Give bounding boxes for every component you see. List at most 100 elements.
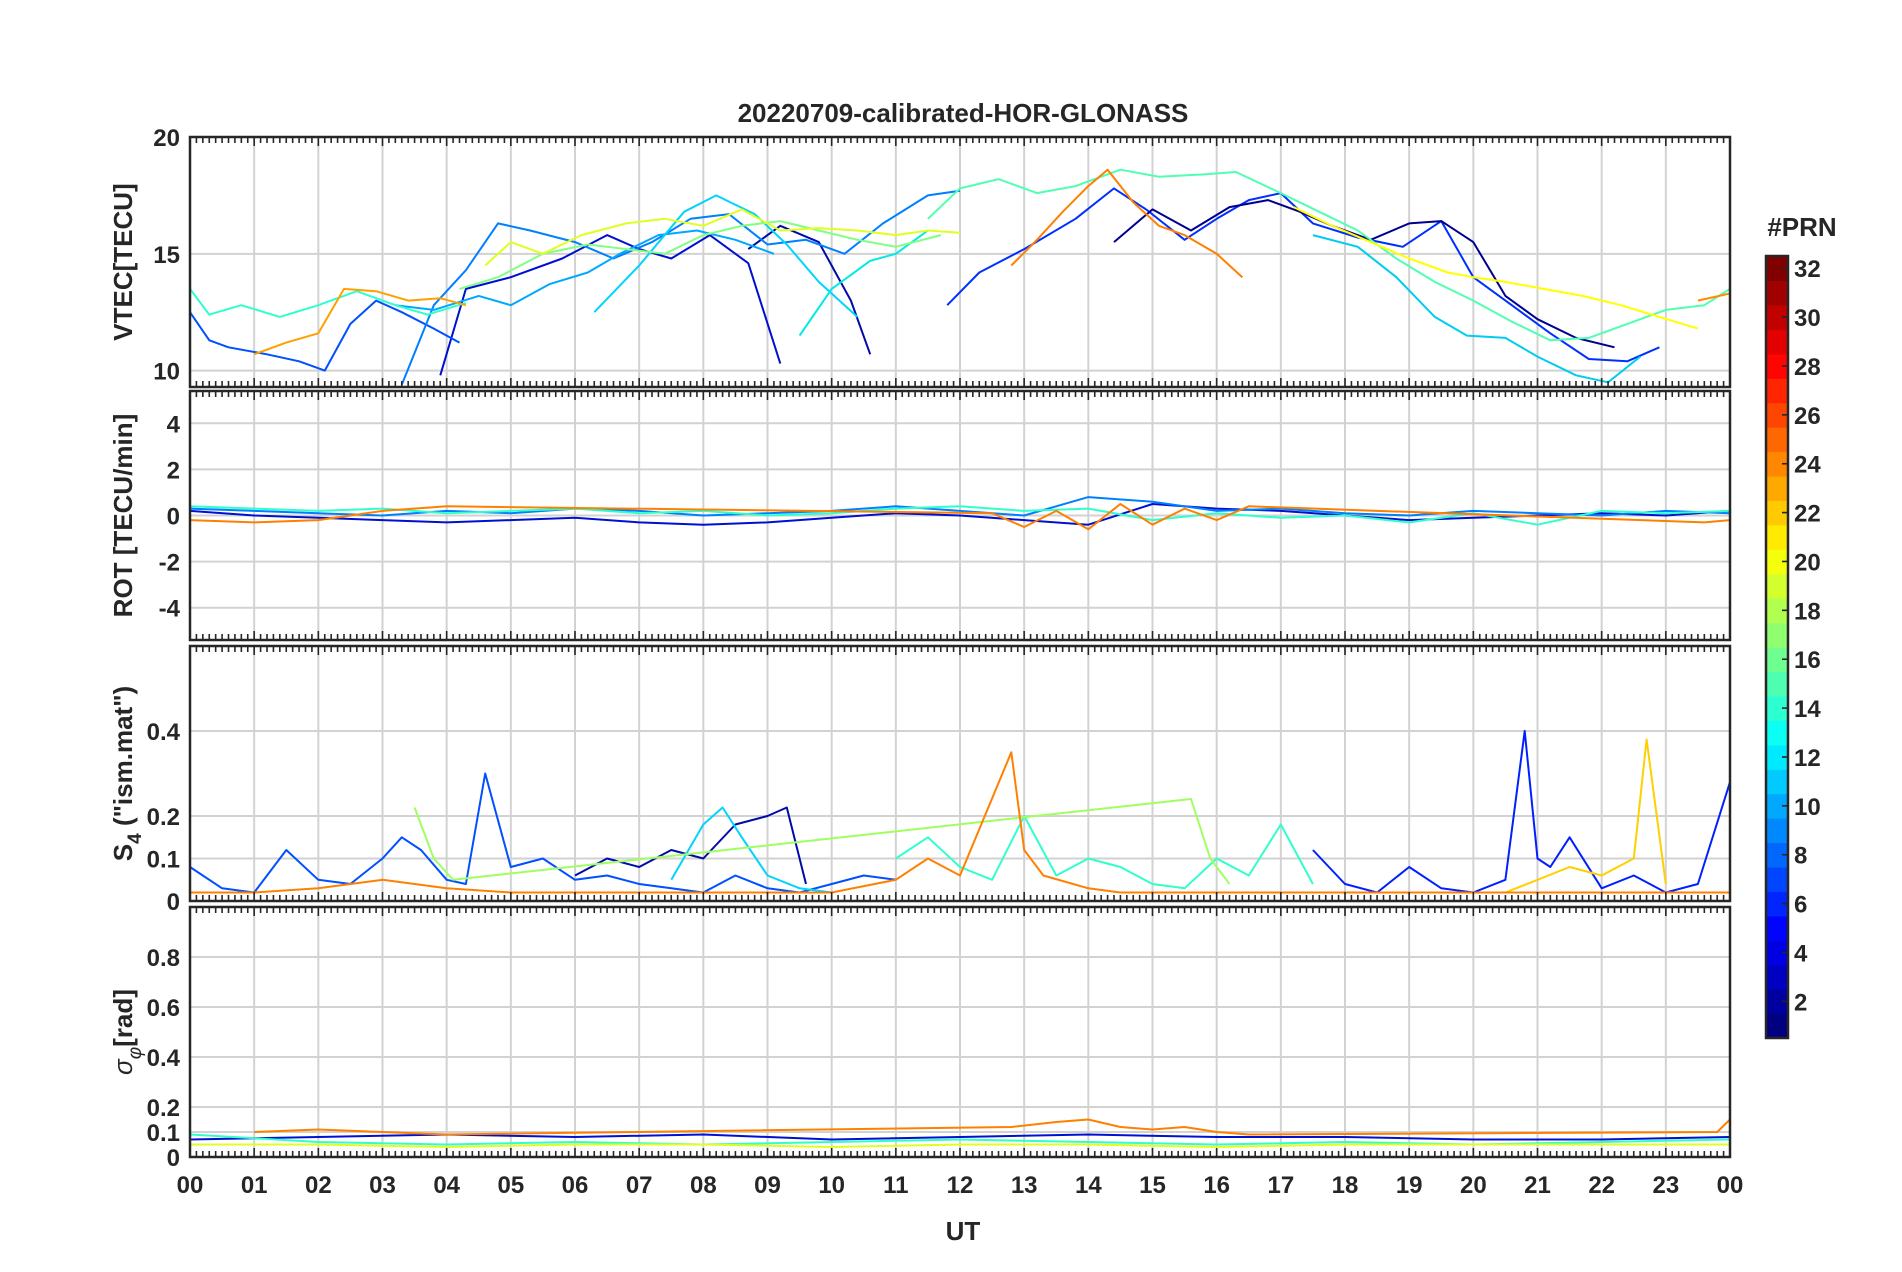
series-prn-22 <box>253 287 467 356</box>
panel-s4: 0 0.1 0.2 0.4S4 ("ism.mat") <box>108 644 1732 916</box>
x-tick-label: 02 <box>305 1172 332 1199</box>
series-prn-12 <box>1312 234 1641 384</box>
colorbar-segment <box>1766 280 1788 306</box>
y-tick-label: 0.2 <box>147 804 180 831</box>
colorbar-segment <box>1766 549 1788 575</box>
series-prn-8 <box>190 496 1730 517</box>
colorbar-tick-label: 2 <box>1794 989 1807 1016</box>
series-prn-10 <box>395 229 775 311</box>
series-prn-23 <box>1697 292 1730 302</box>
series-prn-6 <box>190 772 896 894</box>
series-prn-14 <box>895 815 1314 890</box>
panel-sigma_phi: 00.10.2 0.4 0.6 0.8σφ[rad] <box>108 905 1732 1172</box>
series-prn-17 <box>413 798 1231 885</box>
colorbar-tick-label: 8 <box>1794 843 1807 870</box>
series-group-sigma_phi <box>190 1118 1730 1148</box>
grid-vtec <box>189 136 1731 387</box>
series-prn-21 <box>1505 738 1667 894</box>
y-tick-label: 0 <box>167 1145 180 1172</box>
y-tick-label: -4 <box>159 596 181 623</box>
ticks-vtec <box>189 137 1731 387</box>
colorbar-segment <box>1766 671 1788 697</box>
series-prn-23 <box>190 503 1730 531</box>
x-tick-label: 04 <box>433 1172 460 1199</box>
series-prn-23 <box>1010 168 1243 278</box>
x-tick-label: 20 <box>1460 1172 1487 1199</box>
colorbar-tick-label: 28 <box>1794 354 1821 381</box>
colorbar-segment <box>1766 500 1788 526</box>
colorbar-segment <box>1766 622 1788 648</box>
colorbar-segment <box>1766 329 1788 355</box>
x-tick-label: 15 <box>1139 1172 1166 1199</box>
x-tick-label: 07 <box>626 1172 653 1199</box>
y-axis-label-s4: S4 ("ism.mat") <box>108 686 146 861</box>
series-group-vtec <box>190 168 1730 386</box>
colorbar-tick-label: 10 <box>1794 794 1821 821</box>
grid-rot <box>189 391 1731 640</box>
series-prn-8 <box>400 189 961 386</box>
colorbar-tick-label: 4 <box>1794 940 1808 967</box>
colorbar-segment <box>1766 1013 1788 1039</box>
x-tick-label: 09 <box>754 1172 781 1199</box>
panel-vtec: 10 15 20 VTEC[TECU] <box>108 125 1732 389</box>
y-tick-label: 0.4 <box>147 719 181 746</box>
colorbar-tick-label: 12 <box>1794 745 1821 772</box>
series-prn-13 <box>798 229 929 337</box>
x-tick-label: 08 <box>690 1172 717 1199</box>
colorbar-segment <box>1766 818 1788 844</box>
colorbar-segment <box>1766 647 1788 673</box>
series-prn-2 <box>747 224 872 355</box>
grid-s4 <box>189 646 1731 902</box>
series-prn-5 <box>946 187 1660 363</box>
series-prn-23 <box>190 751 1730 894</box>
y-axis-label-vtec: VTEC[TECU] <box>108 183 138 340</box>
colorbar-tick-label: 16 <box>1794 647 1821 674</box>
x-tick-label: 21 <box>1524 1172 1551 1199</box>
colorbar-segment <box>1766 451 1788 477</box>
colorbar-segment <box>1766 524 1788 550</box>
colorbar-segment <box>1766 891 1788 917</box>
colorbar-tick-label: 18 <box>1794 598 1821 625</box>
colorbar-segment <box>1766 256 1788 282</box>
series-prn-12 <box>593 194 858 318</box>
series-prn-19 <box>190 1143 1730 1148</box>
x-tick-label: 12 <box>947 1172 974 1199</box>
colorbar-segment <box>1766 402 1788 428</box>
colorbar-segment <box>1766 793 1788 819</box>
ticks-rot <box>189 391 1731 640</box>
x-tick-label: 17 <box>1267 1172 1294 1199</box>
x-tick-label: 14 <box>1075 1172 1102 1199</box>
y-tick-label: 0 <box>167 504 180 531</box>
colorbar-tick-label: 32 <box>1794 256 1821 283</box>
x-tick-label: 01 <box>241 1172 268 1199</box>
series-prn-15 <box>927 168 1730 342</box>
y-tick-label: 0.8 <box>147 945 180 972</box>
colorbar-tick-label: 6 <box>1794 892 1807 919</box>
y-tick-label: 2 <box>167 457 180 484</box>
colorbar-segment <box>1766 720 1788 746</box>
y-tick-label: 10 <box>153 359 180 386</box>
series-group-s4 <box>190 730 1730 894</box>
colorbar-tick-label: 20 <box>1794 549 1821 576</box>
x-tick-label: 10 <box>818 1172 845 1199</box>
colorbar-segment <box>1766 989 1788 1015</box>
y-tick-label: -2 <box>159 550 180 577</box>
colorbar-label: #PRN <box>1767 212 1836 242</box>
x-tick-label: 19 <box>1396 1172 1423 1199</box>
series-prn-14 <box>190 288 467 318</box>
y-tick-label: 0.2 <box>147 1095 180 1122</box>
grid-sigma_phi <box>189 907 1731 1158</box>
ticks-s4 <box>189 646 1731 901</box>
colorbar-segment <box>1766 915 1788 941</box>
colorbar-tick-label: 24 <box>1794 452 1821 479</box>
colorbar-segment <box>1766 573 1788 599</box>
colorbar-segment <box>1766 695 1788 721</box>
colorbar-segment <box>1766 866 1788 892</box>
colorbar-tick-label: 14 <box>1794 696 1821 723</box>
y-axis-label-rot: ROT [TECU/min] <box>108 414 138 618</box>
y-tick-label: 15 <box>153 242 180 269</box>
colorbar-segment <box>1766 744 1788 770</box>
colorbar-segment <box>1766 842 1788 868</box>
colorbar-segment <box>1766 598 1788 624</box>
